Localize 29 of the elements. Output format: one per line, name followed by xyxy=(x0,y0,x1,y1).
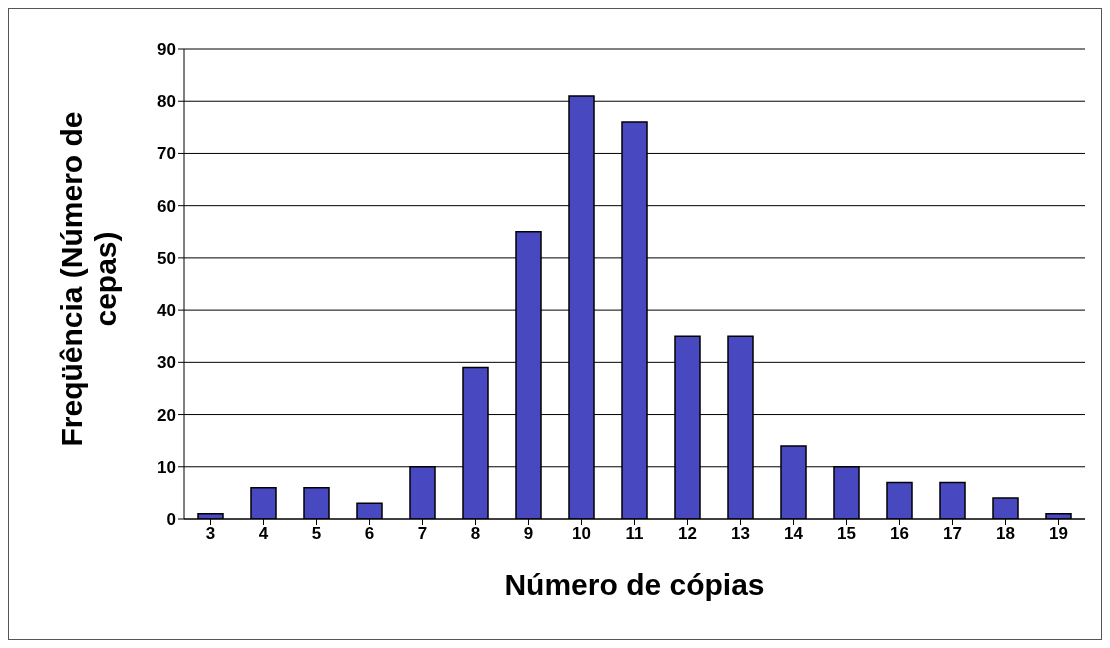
x-tick-label: 4 xyxy=(258,524,269,544)
x-tick-label: 9 xyxy=(523,524,534,544)
x-tick-label: 7 xyxy=(417,524,428,544)
x-tick-label: 3 xyxy=(205,524,216,544)
x-tick-label: 10 xyxy=(572,524,591,544)
y-tick-label: 60 xyxy=(157,196,176,216)
y-tick-label: 90 xyxy=(157,40,176,60)
y-tick-label: 80 xyxy=(157,92,176,112)
x-tick-label: 14 xyxy=(784,524,804,544)
y-axis-title: Freqüência (Número de cepas) xyxy=(55,110,123,449)
x-tick-label: 16 xyxy=(890,524,909,544)
x-tick-label: 18 xyxy=(996,524,1015,544)
y-tick-label: 30 xyxy=(157,353,176,373)
y-tick-label: 40 xyxy=(157,301,176,321)
y-tick-label: 20 xyxy=(157,405,176,425)
y-tick-label: 70 xyxy=(157,144,176,164)
y-tick-label: 10 xyxy=(157,457,176,477)
x-tick-label: 17 xyxy=(943,524,962,544)
x-tick-label: 8 xyxy=(470,524,481,544)
x-tick-label: 5 xyxy=(311,524,322,544)
x-tick-label: 13 xyxy=(731,524,750,544)
x-tick-label: 11 xyxy=(625,524,644,544)
x-tick-label: 15 xyxy=(837,524,856,544)
y-tick-label: 0 xyxy=(166,510,176,530)
x-tick-label: 19 xyxy=(1049,524,1068,544)
y-tick-label: 50 xyxy=(157,248,176,268)
x-axis-title: Número de cópias xyxy=(504,568,765,601)
x-tick-label: 6 xyxy=(364,524,375,544)
x-tick-label: 12 xyxy=(678,524,697,544)
